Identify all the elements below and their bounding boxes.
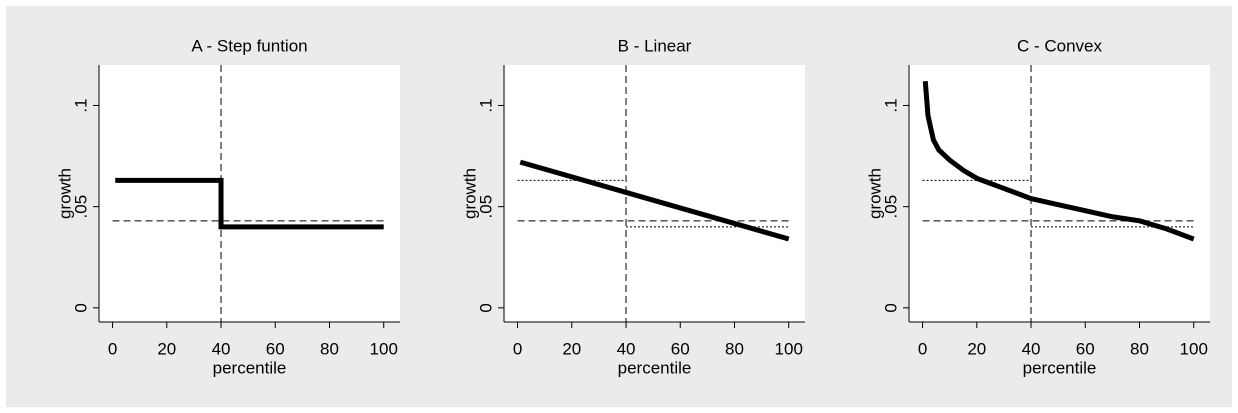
x-tick-label: 80 — [725, 339, 744, 358]
chart-title: B - Linear — [618, 36, 692, 55]
x-tick-label: 60 — [266, 339, 285, 358]
y-axis-label: growth — [55, 168, 74, 219]
x-tick-label: 80 — [1130, 339, 1149, 358]
chart-title: A - Step funtion — [191, 36, 307, 55]
x-tick-label: 100 — [370, 339, 398, 358]
x-tick-label: 20 — [157, 339, 176, 358]
x-axis-label: percentile — [618, 358, 692, 377]
x-tick-label: 100 — [1180, 339, 1208, 358]
y-axis-label: growth — [460, 168, 479, 219]
x-tick-label: 0 — [513, 339, 522, 358]
x-tick-label: 40 — [212, 339, 231, 358]
data-line — [519, 159, 790, 242]
x-tick-label: 100 — [775, 339, 803, 358]
x-tick-label: 20 — [967, 339, 986, 358]
plot-area — [504, 65, 805, 322]
plot-area — [909, 65, 1210, 322]
data-line — [922, 80, 1195, 242]
y-tick-label: .1 — [881, 98, 900, 112]
chart-title: C - Convex — [1017, 36, 1103, 55]
x-axis-label: percentile — [1023, 358, 1097, 377]
x-tick-label: 40 — [1022, 339, 1041, 358]
x-tick-label: 40 — [617, 339, 636, 358]
x-tick-label: 20 — [562, 339, 581, 358]
x-tick-label: 60 — [1076, 339, 1095, 358]
x-tick-label: 0 — [108, 339, 117, 358]
data-line — [115, 177, 384, 230]
y-axis-label: growth — [865, 168, 884, 219]
y-tick-label: 0 — [476, 303, 495, 312]
y-tick-label: .05 — [71, 195, 90, 219]
y-tick-label: .1 — [71, 98, 90, 112]
plot-area — [99, 65, 400, 322]
y-tick-label: 0 — [881, 303, 900, 312]
y-tick-label: .05 — [881, 195, 900, 219]
x-tick-label: 60 — [671, 339, 690, 358]
y-tick-label: 0 — [71, 303, 90, 312]
y-tick-label: .1 — [476, 98, 495, 112]
x-tick-label: 0 — [918, 339, 927, 358]
x-axis-label: percentile — [213, 358, 287, 377]
y-tick-label: .05 — [476, 195, 495, 219]
x-tick-label: 80 — [320, 339, 339, 358]
